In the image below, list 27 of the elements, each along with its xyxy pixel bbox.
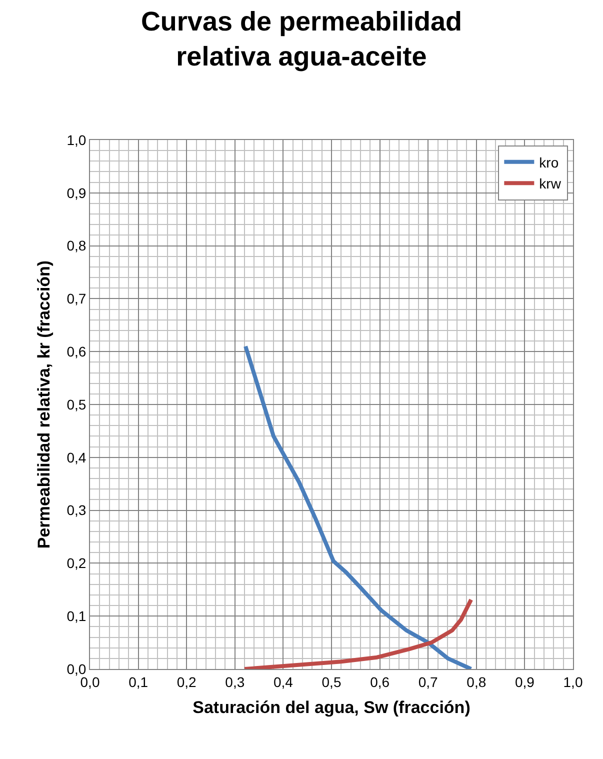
y-tick-label: 0,6 bbox=[66, 344, 86, 360]
x-tick-label: 0,4 bbox=[273, 674, 294, 690]
x-tick-label: 0,6 bbox=[370, 674, 390, 690]
x-tick-label: 0,7 bbox=[418, 674, 438, 690]
x-tick-label: 0,3 bbox=[225, 674, 245, 690]
y-tick-label: 0,9 bbox=[66, 184, 86, 201]
legend-label: krw bbox=[539, 176, 562, 192]
legend-label: kro bbox=[539, 154, 559, 170]
y-tick-label: 0,3 bbox=[66, 502, 86, 518]
y-tick-label: 1,0 bbox=[66, 132, 86, 148]
y-tick-label: 0,8 bbox=[66, 238, 86, 254]
x-tick-label: 1,0 bbox=[563, 674, 583, 690]
x-axis-title: Saturación del agua, Sw (fracción) bbox=[192, 698, 470, 718]
y-tick-label: 0,1 bbox=[66, 608, 86, 624]
x-tick-label: 0,9 bbox=[514, 674, 535, 690]
chart-title: Curvas de permeabilidad relativa agua-aceite bbox=[140, 6, 462, 72]
y-tick-label: 0,5 bbox=[66, 396, 86, 412]
y-tick-label: 0,7 bbox=[66, 290, 86, 307]
line-series bbox=[244, 344, 474, 669]
y-tick-label: 0,4 bbox=[66, 449, 86, 466]
x-tick-label: 0,8 bbox=[466, 674, 486, 690]
x-tick-label: 0,1 bbox=[128, 674, 148, 690]
y-axis-title: Permeabilidad relativa, kr (fracción) bbox=[34, 260, 54, 549]
y-tick-label: 0,2 bbox=[66, 555, 86, 572]
x-tick-label: 0,2 bbox=[176, 674, 197, 690]
line-series bbox=[242, 598, 474, 669]
x-tick-label: 0,5 bbox=[322, 674, 342, 690]
